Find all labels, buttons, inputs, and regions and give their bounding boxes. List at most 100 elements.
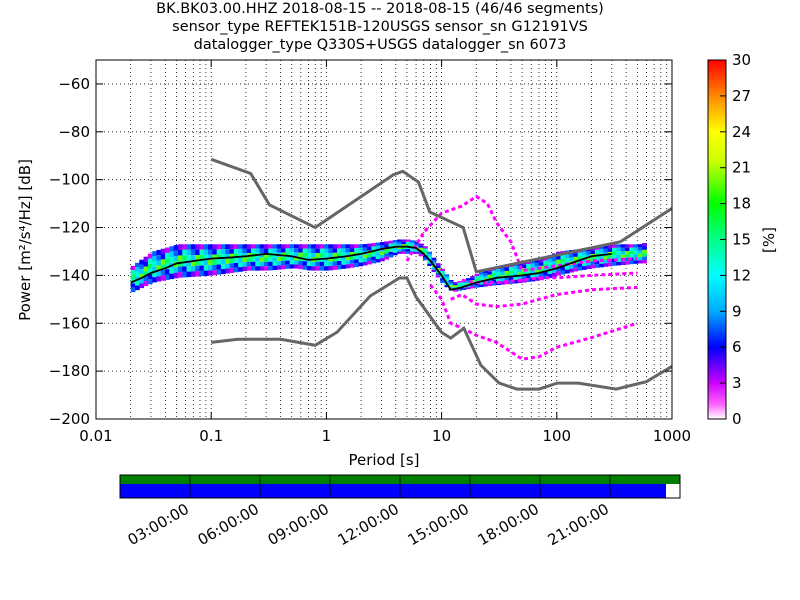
plot-frame [95, 59, 673, 420]
histogram-cell [371, 260, 377, 264]
histogram-cell [470, 278, 476, 281]
histogram-cell [341, 260, 347, 265]
histogram-cell [285, 252, 291, 257]
histogram-cell [225, 254, 231, 259]
histogram-cell [538, 265, 544, 270]
histogram-cell [379, 258, 385, 262]
histogram-cell [289, 248, 295, 253]
histogram-cell [526, 267, 531, 272]
histogram-cell [220, 264, 226, 270]
histogram-cell [195, 244, 200, 250]
histogram-cell [233, 258, 239, 263]
outlier-trace [405, 194, 638, 273]
y-tick-label: −140 [49, 266, 90, 284]
histogram-cell [298, 244, 304, 249]
histogram-cell [637, 260, 643, 264]
nlnm-line [211, 276, 672, 391]
histogram-cell [152, 277, 157, 283]
histogram-cell [238, 267, 243, 272]
histogram-cell [448, 279, 454, 282]
histogram-cell [435, 272, 441, 276]
histogram-cell [465, 287, 471, 290]
histogram-cell [242, 262, 248, 267]
histogram-cell [195, 271, 200, 277]
histogram-cell [315, 253, 321, 258]
histogram-cell [538, 262, 544, 266]
histogram-cell [272, 244, 278, 249]
histogram-cell [298, 265, 304, 270]
histogram-cell [216, 244, 222, 250]
histogram-cell [616, 251, 622, 255]
histogram-cell [612, 251, 617, 256]
histogram-cell [478, 272, 484, 275]
histogram-cell [336, 265, 342, 270]
histogram-cell [633, 250, 639, 255]
histogram-cell [586, 261, 592, 266]
histogram-cell [392, 242, 398, 246]
histogram-cell [504, 270, 510, 275]
histogram-cell [208, 254, 213, 260]
y-tick-label: −160 [49, 314, 90, 332]
histogram-cell [294, 252, 299, 257]
histogram-cell [448, 283, 454, 286]
histogram-cell [534, 266, 540, 271]
histogram-cell [147, 263, 153, 269]
histogram-cell [156, 249, 162, 256]
histogram-cell [165, 258, 170, 264]
histogram-cell [190, 265, 196, 272]
histogram-cell [354, 244, 359, 249]
histogram-cell [616, 258, 622, 262]
histogram-cell [526, 264, 531, 268]
histogram-cell [268, 244, 274, 249]
histogram-cell [285, 264, 291, 269]
histogram-cell [152, 256, 157, 262]
histogram-cell [534, 270, 540, 274]
histogram-cell [483, 275, 488, 279]
outlier-trace [429, 284, 638, 361]
histogram-cell [294, 260, 299, 265]
histogram-cell [564, 254, 570, 259]
histogram-cell [478, 284, 484, 288]
histogram-cell [620, 254, 626, 259]
histogram-cell [349, 252, 355, 256]
histogram-cell [508, 270, 514, 274]
histogram-cell [332, 244, 338, 249]
histogram-cell [134, 262, 140, 268]
histogram-cell [603, 256, 609, 260]
histogram-cell [401, 251, 407, 254]
histogram-cell [298, 252, 304, 257]
histogram-cell [212, 249, 218, 255]
histogram-cell [624, 244, 630, 248]
histogram-cell [607, 255, 613, 260]
histogram-cell [642, 256, 647, 261]
histogram-cell [379, 248, 385, 252]
histogram-cell [616, 261, 622, 266]
colorbar-tick-label: 15 [732, 231, 751, 249]
histogram-cell [612, 255, 617, 259]
histogram-cell [216, 269, 222, 275]
histogram-cell [581, 259, 587, 263]
histogram-cell [624, 254, 630, 258]
histogram-cell [401, 246, 407, 250]
histogram-cell [633, 260, 639, 264]
histogram-cell [607, 248, 613, 252]
histogram-cell [332, 248, 338, 253]
histogram-cell [362, 254, 368, 259]
histogram-cell [483, 273, 488, 276]
histogram-cell [474, 285, 480, 288]
histogram-cell [569, 268, 574, 273]
histogram-cell [203, 270, 209, 276]
histogram-cell [332, 265, 338, 270]
histogram-cell [336, 252, 342, 257]
histogram-cell [405, 246, 411, 250]
histogram-cell [182, 266, 188, 272]
histogram-cell [637, 253, 643, 258]
histogram-cell [165, 247, 170, 253]
histogram-cell [328, 248, 334, 253]
histogram-cell [328, 261, 334, 267]
histogram-cell [177, 255, 183, 261]
histogram-cell [156, 255, 162, 261]
histogram-cell [547, 262, 553, 267]
histogram-cell [521, 275, 527, 280]
histogram-cell [401, 249, 407, 252]
